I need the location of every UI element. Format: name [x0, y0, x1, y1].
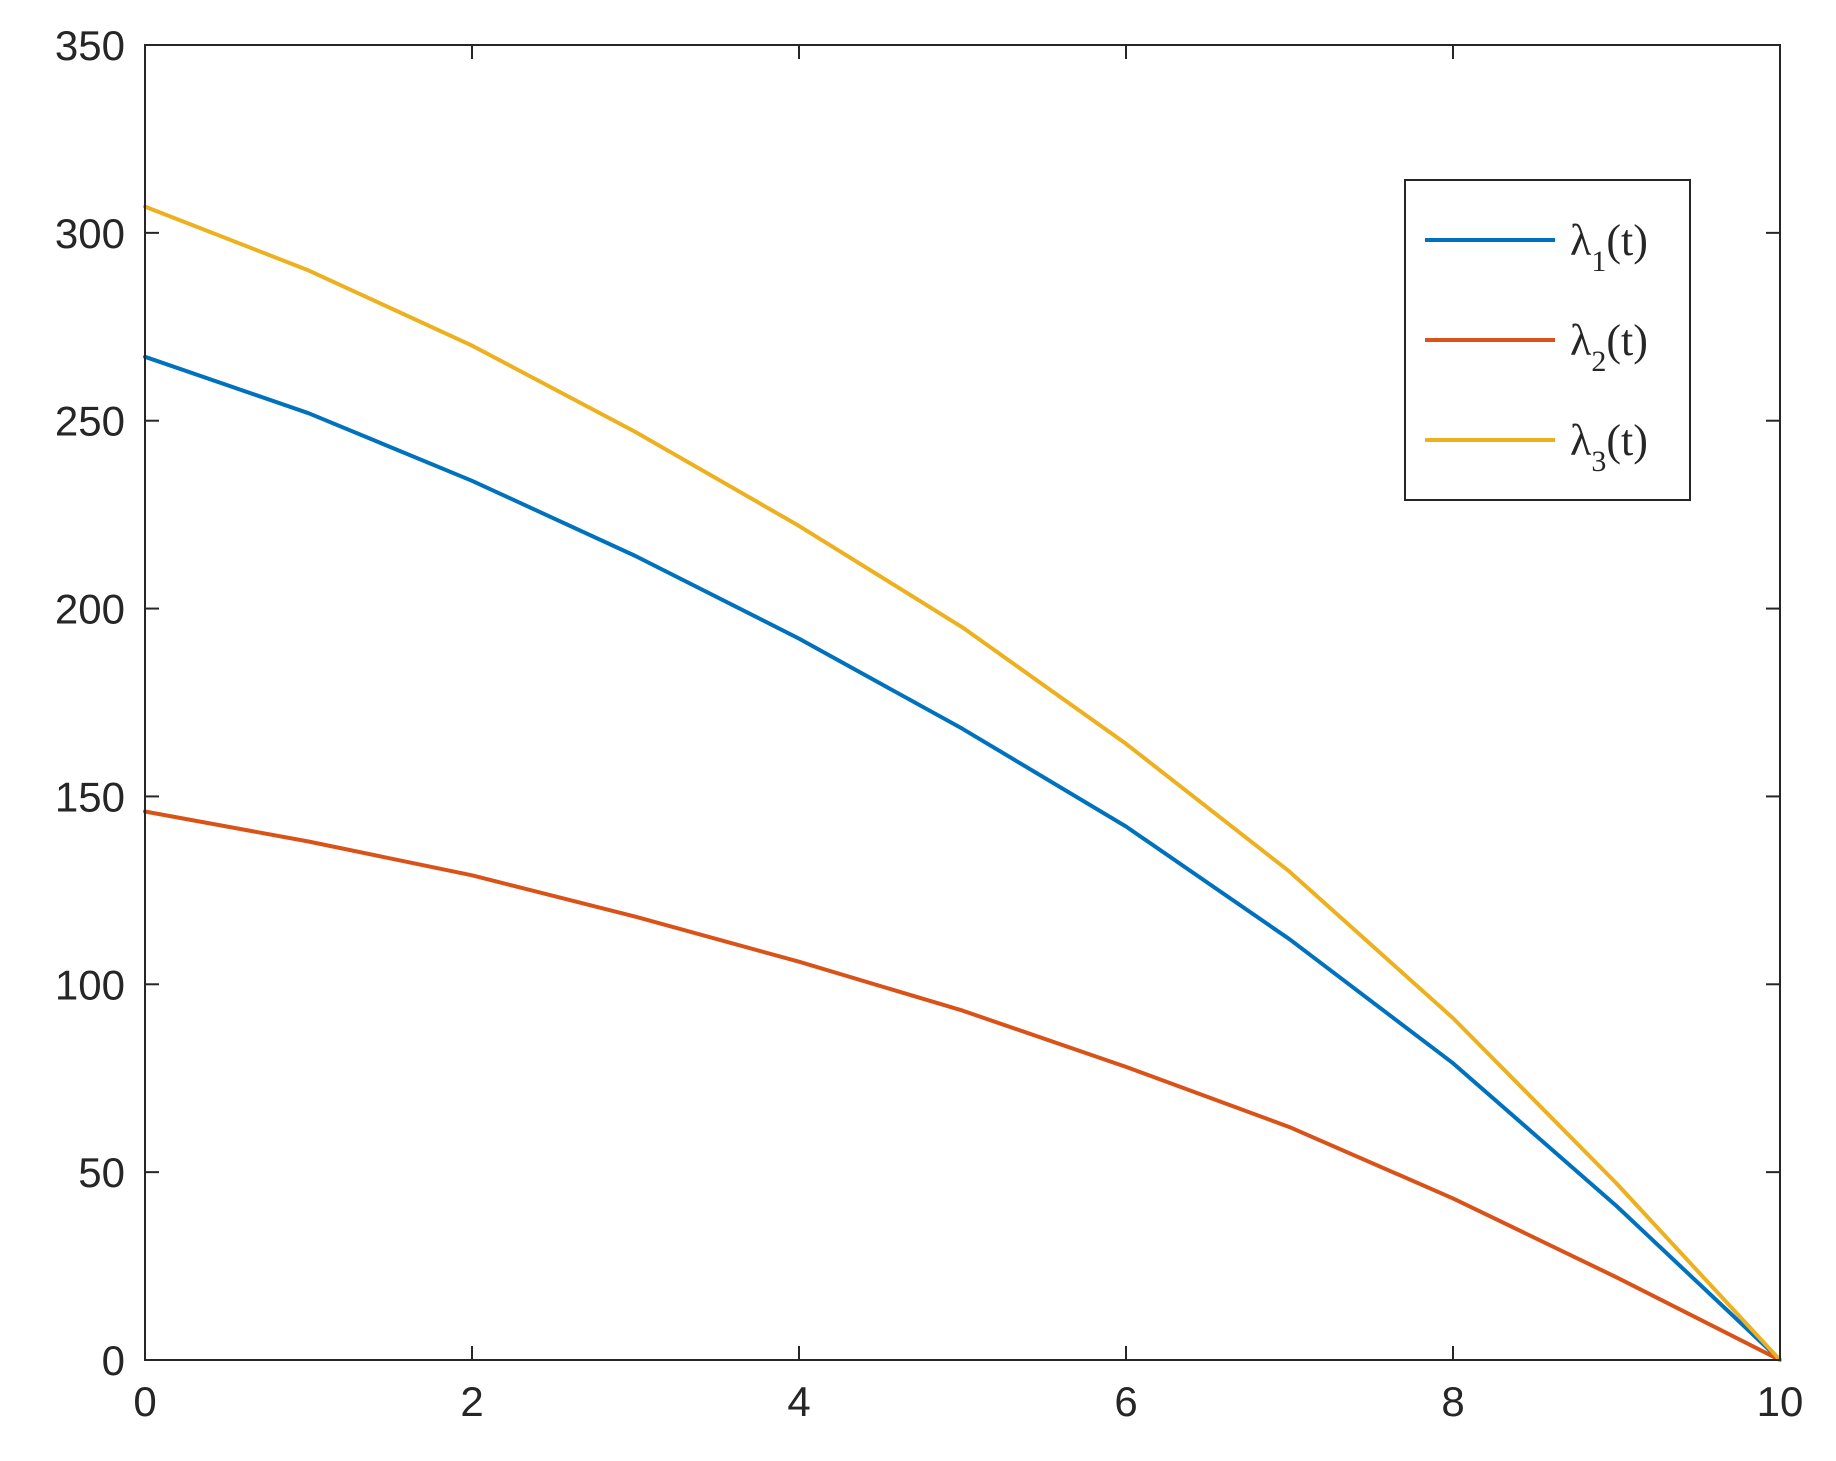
series-line-2	[143, 809, 1782, 1362]
legend-entry-label: λ2(t)	[1570, 316, 1648, 378]
legend-subscript: 2	[1591, 345, 1606, 378]
x-tick-label: 8	[1441, 1378, 1464, 1425]
series-lines	[143, 204, 1782, 1362]
y-tick-label: 350	[55, 22, 125, 69]
x-tick-label: 6	[1114, 1378, 1137, 1425]
legend-entry-label: λ1(t)	[1570, 216, 1648, 278]
y-tick-label: 150	[55, 773, 125, 820]
y-tick-label: 50	[78, 1149, 125, 1196]
x-tick-label: 4	[787, 1378, 810, 1425]
legend-suffix: (t)	[1606, 416, 1648, 465]
legend-suffix: (t)	[1606, 316, 1648, 365]
x-tick-label: 2	[460, 1378, 483, 1425]
y-tick-label: 100	[55, 961, 125, 1008]
legend-entry-label: λ3(t)	[1570, 416, 1648, 478]
legend-symbol: λ	[1570, 316, 1592, 365]
y-tick-label: 250	[55, 398, 125, 445]
x-tick-label: 10	[1757, 1378, 1804, 1425]
legend-symbol: λ	[1570, 416, 1592, 465]
y-tick-label: 0	[102, 1337, 125, 1384]
legend-subscript: 3	[1591, 445, 1606, 478]
legend: λ1(t)λ2(t)λ3(t)	[1404, 179, 1691, 501]
legend-suffix: (t)	[1606, 216, 1648, 265]
y-tick-label: 200	[55, 586, 125, 633]
legend-subscript: 1	[1591, 245, 1606, 278]
legend-symbol: λ	[1570, 216, 1592, 265]
x-tick-label: 0	[133, 1378, 156, 1425]
axes-box	[144, 44, 1781, 1361]
y-tick-label: 300	[55, 210, 125, 257]
